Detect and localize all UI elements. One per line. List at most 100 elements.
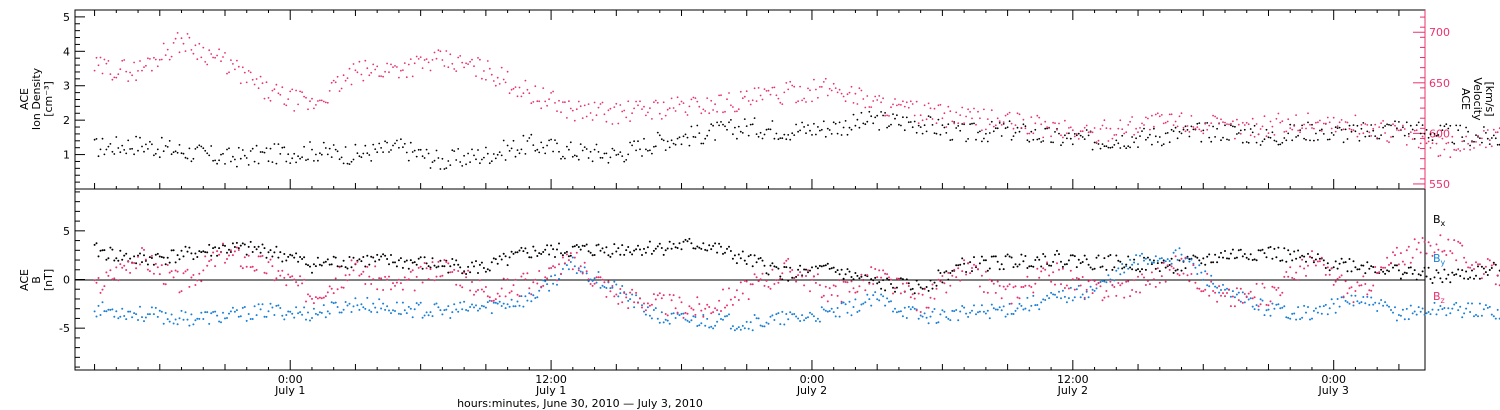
velocity-point [949,110,952,113]
density-point [625,159,628,161]
velocity-point [601,101,604,104]
bx-point [488,269,491,272]
velocity-point [247,70,250,72]
bx-point [514,251,517,254]
by-point [305,318,307,321]
density-point [698,132,701,135]
bx-point [1261,248,1264,251]
velocity-point [815,88,817,91]
velocity-point [789,80,792,83]
bx-point [927,289,930,292]
velocity-point [1445,142,1448,145]
density-point [1004,127,1007,130]
by-point [1060,297,1062,300]
velocity-point [1222,121,1224,123]
density-point [168,140,171,142]
bx-point [372,256,375,259]
by-point [380,307,383,310]
velocity-point [1212,114,1214,117]
bx-point [1403,271,1406,274]
bz-point [818,284,821,287]
by-point [973,304,975,307]
bx-point [1125,263,1128,266]
by-point [1208,285,1211,288]
bz-point [637,301,639,304]
density-point [1188,135,1191,138]
density-point [1443,125,1446,128]
by-point [1380,299,1383,301]
bz-point [152,272,155,275]
by-point [1253,308,1256,311]
bx-point [1291,259,1294,262]
bz-point [1269,300,1272,303]
by-point [384,308,387,311]
bx-point [180,249,183,252]
density-point [295,161,297,164]
bx-point [1224,250,1226,252]
bz-point [1032,291,1035,294]
bx-point [390,254,392,256]
density-point [1093,141,1096,144]
bz-point [779,277,782,280]
bx-point [510,250,513,253]
by-point [1168,260,1171,262]
bx-point [1461,269,1464,272]
bz-point [556,279,558,282]
bx-point [504,255,507,258]
velocity-point [178,51,181,54]
bx-point [658,242,661,245]
velocity-point [566,117,568,119]
bz-point [1380,266,1383,269]
density-point [131,147,134,150]
density-point [1121,134,1124,137]
velocity-point [1105,127,1108,130]
bz-point [1233,305,1236,308]
top-right-ylabel-line1: ACE [1459,88,1472,110]
density-point [1216,127,1218,130]
density-point [1291,139,1294,142]
velocity-point [313,107,315,110]
bx-point [226,251,228,254]
density-point [781,137,784,140]
velocity-point [402,69,404,71]
bx-point [1241,255,1244,258]
bz-point [287,273,290,276]
bx-point [528,256,531,259]
bx-point [1229,252,1232,255]
velocity-point [1328,121,1331,124]
bx-point [198,250,201,253]
density-point [1137,146,1139,149]
density-point [795,123,797,126]
by-point [1071,299,1074,302]
by-point [548,289,551,292]
density-point [496,153,499,156]
velocity-point [591,119,594,121]
bx-point [1364,272,1367,275]
bz-point [595,276,598,279]
bz-point [1058,268,1060,271]
density-point [1427,136,1430,139]
bx-point [401,266,404,269]
bz-point [949,284,952,287]
bz-point [1467,266,1470,269]
bx-point [1048,264,1051,267]
bx-point [583,245,586,247]
velocity-point [170,55,173,58]
bx-point [378,258,381,261]
bx-point [93,243,96,246]
velocity-point [1380,122,1382,125]
velocity-point [1443,148,1446,151]
bx-point [542,251,545,253]
bx-point [1431,282,1434,284]
by-point [990,303,993,306]
velocity-point [759,94,762,97]
density-point [909,121,912,123]
velocity-point [824,77,827,80]
bz-point [992,282,995,285]
bx-point [688,237,691,240]
by-point [1320,312,1323,315]
bx-point [439,259,442,262]
density-point [471,148,473,151]
by-point [202,318,205,320]
density-point [704,137,707,140]
